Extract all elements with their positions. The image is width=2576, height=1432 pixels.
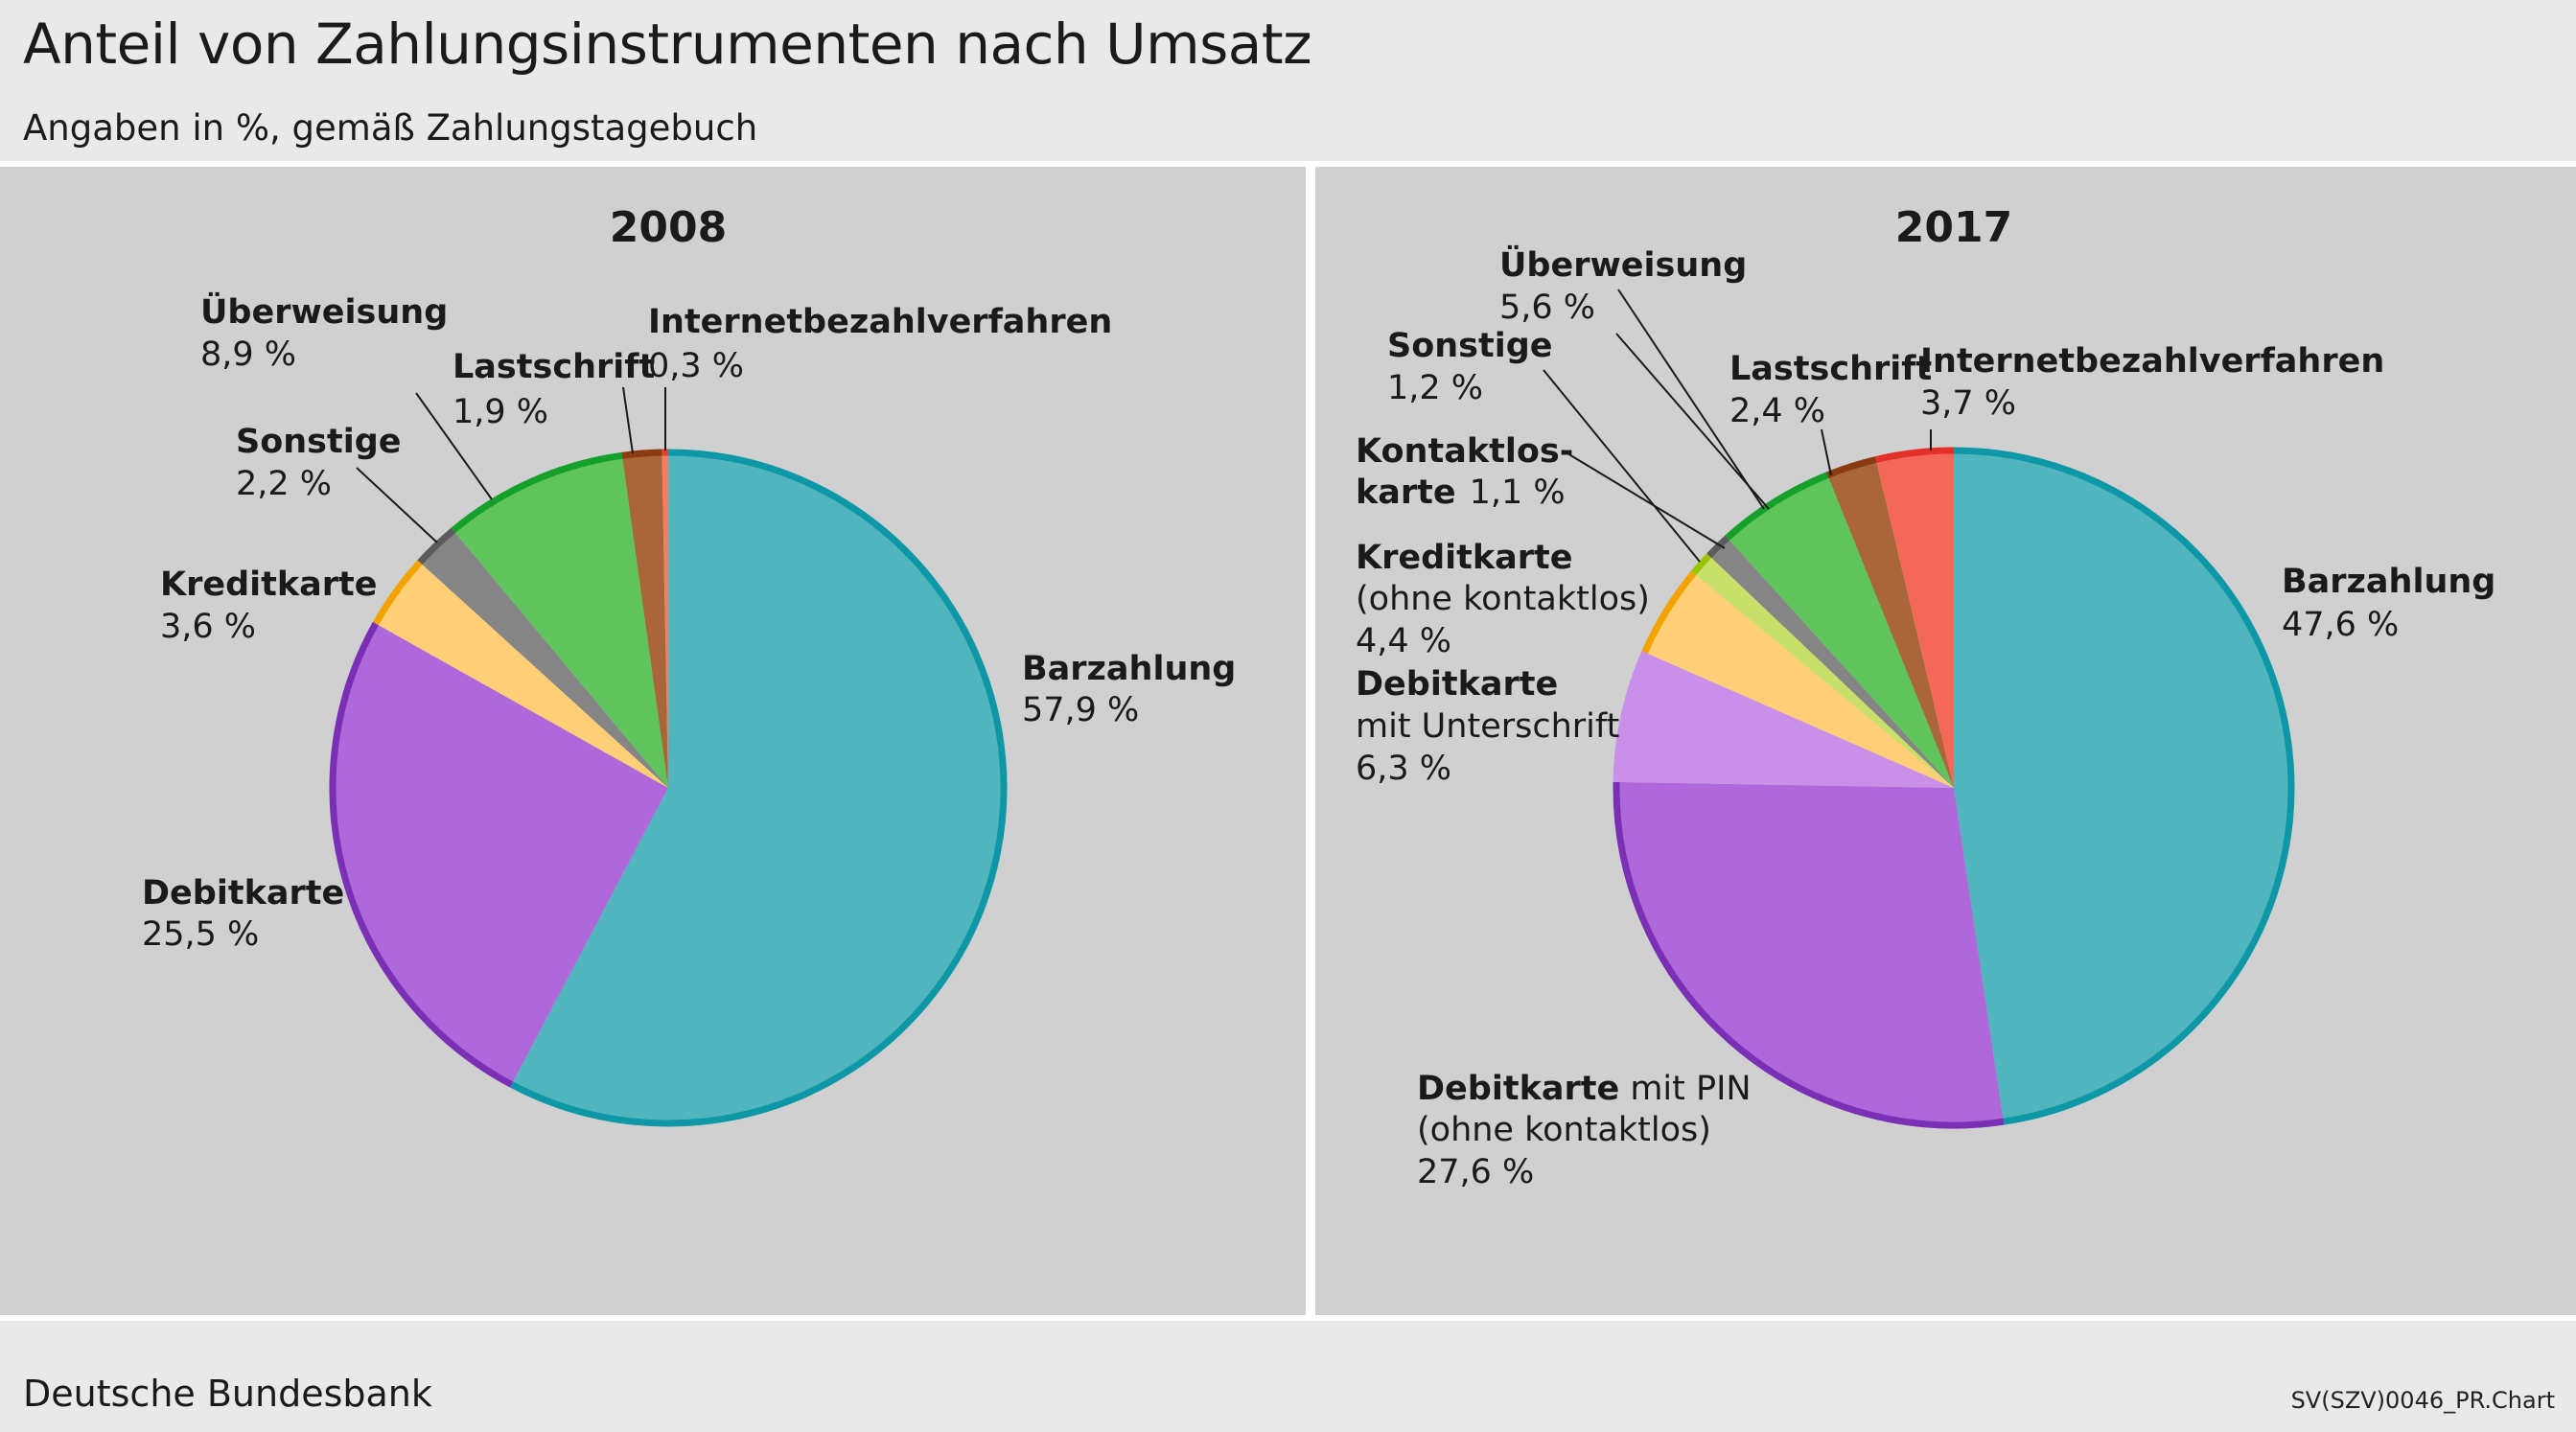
slice-2008-debitkarte [332,623,668,1085]
slice-2008-lastschrift [621,452,668,788]
value-2017-kreditkarte: 4,4 % [1356,622,1451,660]
slice-2008-barzahlung [511,452,1004,1124]
label-2017-kontaktlos: Kontaktlos- [1356,432,1573,471]
chart-2008-title: 2008 [610,203,727,252]
chart-2017-title: 2017 [1895,203,2012,252]
label-2017-sonstige: Sonstige [1387,327,1553,365]
value-2017-internet: 3,7 % [1920,384,2016,423]
slice-2017-barzahlung [1954,450,2291,1122]
slice-edge-2017-kontaktloskarte [1690,553,1712,576]
slice-2017-debitkarte-mit-pin-ohne-kontaktlos [1615,781,2004,1125]
label-2017-ueberweisung: Überweisung [1499,244,1747,285]
slice-2017-kontaktloskarte [1693,555,1954,788]
value-2008-debitkarte: 25,5 % [142,915,259,954]
label-2008-sonstige: Sonstige [236,423,402,461]
slice-2017-ueberweisung [1727,474,1954,788]
chart-subtitle: Angaben in %, gemäß Zahlungstagebuch [23,107,758,149]
slice-edge-2017-ueberweisung [1725,472,1829,541]
value-2008-kreditkarte: 3,6 % [160,608,256,646]
slice-edge-2008-sonstige [417,527,456,565]
slice-edge-2017-debitkarte-mit-pin-ohne-kontaktlos [1613,781,2005,1129]
slice-edge-2017-barzahlung [1953,447,2295,1125]
footer-source: Deutsche Bundesbank [23,1373,432,1415]
slice-2008-internetbezahlverfahren [661,451,668,788]
slice-edge-2017-debitkarte-mit-unterschrift [1613,651,1648,782]
slice-2017-kreditkarte-ohne-kontaktlos [1644,572,1954,788]
value-2017-barzahlung: 47,6 % [2282,606,2399,644]
leader-lines-2008 [356,386,666,543]
value-2008-lastschrift: 1,9 % [453,393,548,431]
slice-edge-2008-kreditkarte [372,560,423,626]
leader-lines-2017 [1543,289,1932,563]
slice-edge-2008-ueberweisung [451,451,623,533]
value-2017-lastschrift: 2,4 % [1729,392,1825,430]
label-2008-barzahlung: Barzahlung [1022,650,1236,688]
divider-bottom [0,1315,2576,1321]
labels-2017: Barzahlung 47,6 % Debitkarte mit PIN (oh… [1356,244,2495,1191]
value-2008-sonstige: 2,2 % [236,465,332,503]
slice-2008-kreditkarte [375,562,668,788]
label-2017-internet: Internetbezahlverfahren [1920,342,2384,381]
label-2017-lastschrift: Lastschrift [1729,350,1932,388]
value-2017-sonstige: 1,2 % [1387,369,1483,407]
slice-edge-2017-kreditkarte-ohne-kontaktlos [1641,570,1697,654]
value-2017-debit-pin: 27,6 % [1417,1153,1534,1191]
footer-chart-code: SV(SZV)0046_PR.Chart [2290,1387,2555,1414]
label-2017-debit-pin-line2: (ohne kontaktlos) [1417,1111,1711,1149]
value-2008-internet: 0,3 % [648,347,744,385]
pie-2017 [1613,447,2295,1129]
label-2017-debit-unterschrift-line2: mit Unterschrift [1356,707,1619,746]
label-2017-debit-unterschrift: Debitkarte [1356,665,1558,704]
label-2017-barzahlung: Barzahlung [2282,563,2495,601]
slice-2017-lastschrift [1827,459,1954,788]
slice-edge-2008-debitkarte [329,621,514,1088]
slice-2008-sonstige [419,530,668,788]
label-2008-kreditkarte: Kreditkarte [160,566,378,604]
label-2017-kreditkarte-line2: (ohne kontaktlos) [1356,580,1650,618]
value-2008-barzahlung: 57,9 % [1022,691,1139,729]
pie-2008 [329,449,1008,1127]
slice-2017-sonstige [1708,538,1954,788]
label-2017-debit-pin: Debitkarte mit PIN [1417,1070,1752,1108]
label-2008-lastschrift: Lastschrift [453,348,655,386]
label-2017-kontaktlos-line2: karte 1,1 % [1356,473,1566,512]
chart-title: Anteil von Zahlungsinstrumenten nach Ums… [23,12,1312,77]
slice-2008-ueberweisung [453,455,668,788]
value-2017-ueberweisung: 5,6 % [1499,289,1595,327]
divider-top [0,161,2576,167]
label-2017-kreditkarte: Kreditkarte [1356,539,1573,577]
slice-2017-debitkarte-mit-unterschrift [1616,652,1954,788]
slice-edge-2008-barzahlung [510,449,1008,1127]
value-2008-ueberweisung: 8,9 % [200,335,296,374]
label-2008-debitkarte: Debitkarte [142,874,344,912]
divider-middle [1306,161,1315,1321]
slice-edge-2017-internetbezahlverfahren [1875,447,1955,463]
value-2017-debit-unterschrift: 6,3 % [1356,750,1451,788]
label-2008-ueberweisung: Überweisung [200,291,448,332]
slice-2017-internetbezahlverfahren [1875,450,1954,788]
slice-edge-2017-sonstige [1706,535,1730,559]
slice-edge-2017-lastschrift [1825,456,1877,478]
labels-2008: Barzahlung 57,9 % Debitkarte 25,5 % Kred… [142,291,1236,954]
slice-edge-2008-lastschrift [621,449,662,459]
label-2008-internet: Internetbezahlverfahren [648,303,1112,341]
